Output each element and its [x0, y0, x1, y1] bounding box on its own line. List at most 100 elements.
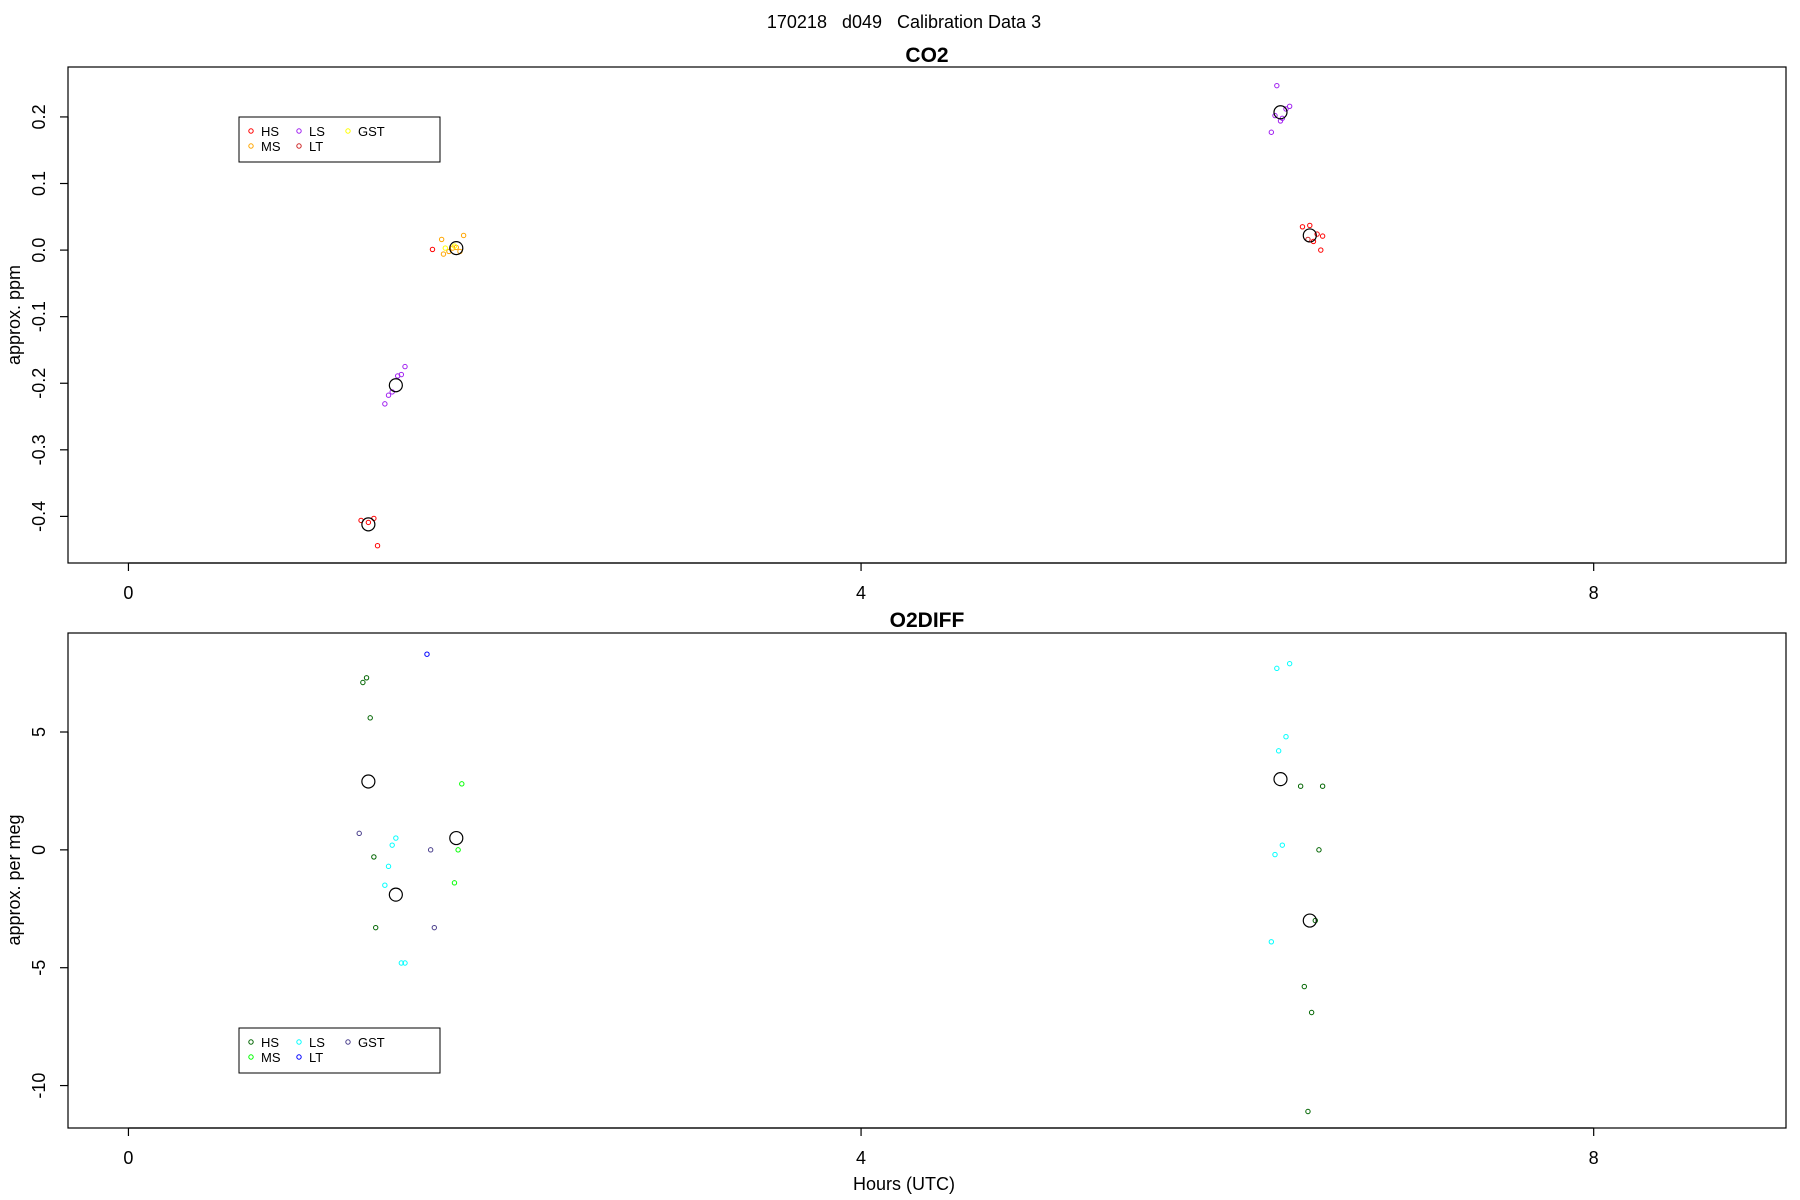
- panel-o2diff-y-tick-label: -10: [29, 1073, 49, 1099]
- panel-co2-y-tick-label: -0.4: [29, 501, 49, 532]
- panel-co2-point-hs: [374, 542, 381, 549]
- panel-co2-legend-marker: [296, 143, 302, 149]
- panel-o2diff-legend-marker: [248, 1039, 254, 1045]
- panel-co2-point-hs: [1307, 222, 1313, 229]
- panel-o2diff-points: [356, 651, 1326, 1115]
- panel-co2-point-ls: [402, 363, 408, 370]
- panel-o2diff-point-ms: [459, 781, 465, 787]
- panel-o2diff-legend-marker: [296, 1039, 302, 1045]
- panel-co2-point-gst: [442, 245, 449, 251]
- panel-co2-x-tick-label: 4: [856, 583, 866, 603]
- panel-co2-point-ls: [1274, 82, 1280, 89]
- panel-o2diff-legend-marker: [248, 1054, 254, 1060]
- panel-co2-legend-box: [238, 116, 441, 163]
- panel-o2diff-point-hs: [1308, 1009, 1315, 1016]
- panel-o2diff-point-ls: [382, 882, 388, 888]
- panel-o2diff-point-ls: [1279, 842, 1286, 848]
- panel-o2diff-point-hs: [1319, 783, 1326, 789]
- panel-o2diff-point-hs: [1305, 1108, 1311, 1115]
- panel-co2-ylabel: approx. ppm: [4, 265, 24, 365]
- panel-co2-point-hs: [365, 519, 372, 526]
- panel-co2-point-ls: [385, 392, 392, 398]
- panel-o2diff-point-hs: [360, 679, 366, 686]
- panel-co2-legend-label: GST: [358, 124, 385, 139]
- panel-o2diff-point-ls: [398, 960, 405, 966]
- panel-co2-point-ms: [460, 232, 467, 239]
- panel-o2diff-mean-point: [1302, 913, 1317, 928]
- panel-o2diff-x-axis: 0 4 8: [123, 1127, 1599, 1168]
- panel-o2diff-point-ms: [451, 880, 458, 886]
- panel-o2diff-y-tick-label: -5: [29, 960, 49, 976]
- panel-o2diff-point-ls: [1274, 665, 1280, 672]
- panel-co2-legend-marker: [248, 128, 254, 134]
- panel-co2-mean-point: [388, 378, 403, 393]
- panel-co2-legend-marker: [296, 128, 302, 134]
- panel-o2diff-xlabel: Hours (UTC): [853, 1174, 955, 1194]
- panel-co2-y-tick-label: 0.2: [29, 104, 49, 129]
- panel-co2-y-tick-label: -0.3: [29, 434, 49, 465]
- panel-co2-legend-marker: [345, 128, 351, 134]
- panel-co2-points: [358, 82, 1326, 549]
- panel-co2-y-tick-label: 0.1: [29, 171, 49, 196]
- panel-co2-mean-point: [1273, 105, 1288, 120]
- panel-o2diff-legend-marker: [345, 1039, 351, 1045]
- panel-co2-mean-point: [449, 240, 464, 256]
- panel-o2diff-legend-label: LS: [309, 1035, 325, 1050]
- panel-co2: CO2 0 4 8 -0.4 -0.3 -0.2 -0.1 0.0 0.1 0.2 approx…: [4, 44, 1787, 603]
- panel-o2diff-y-tick-label: 0: [29, 845, 49, 855]
- panel-o2diff-legend-marker: [296, 1054, 302, 1060]
- panel-co2-point-ls: [382, 401, 388, 407]
- panel-o2diff-legend-label: GST: [358, 1035, 385, 1050]
- panel-o2diff-point-ls: [1272, 851, 1278, 858]
- panel-o2diff-mean-point: [361, 774, 376, 789]
- panel-o2diff-point-hs: [1301, 983, 1308, 990]
- panel-o2diff-title: O2DIFF: [890, 609, 965, 632]
- panel-co2-legend-label: LS: [309, 124, 325, 139]
- panel-o2diff-x-tick-label: 4: [856, 1148, 866, 1168]
- panel-o2diff-point-gst: [356, 830, 362, 837]
- panel-o2diff-point-ls: [402, 960, 408, 966]
- panel-co2-point-hs: [1319, 233, 1326, 239]
- panel-co2-legend-label: LT: [309, 139, 323, 154]
- panel-o2diff-point-ls: [385, 863, 392, 870]
- panel-o2diff-point-ls: [1283, 734, 1289, 740]
- panel-o2diff-legend-box: [238, 1027, 441, 1074]
- panel-co2-legend-label: HS: [261, 124, 279, 139]
- panel-co2-point-ls: [1268, 129, 1275, 135]
- panel-o2diff-ylabel: approx. per meg: [4, 814, 24, 945]
- panel-o2diff-point-hs: [1316, 847, 1322, 853]
- panel-co2-y-tick-label: -0.2: [29, 368, 49, 399]
- panel-co2-point-hs: [429, 246, 436, 253]
- panel-co2-point-ms: [438, 236, 445, 243]
- panel-co2-point-ls: [1283, 106, 1289, 112]
- panel-o2diff-point-gst: [427, 847, 434, 853]
- panel-o2diff-x-tick-label: 8: [1589, 1148, 1599, 1168]
- figure-title: 170218 d049 Calibration Data 3: [767, 12, 1041, 32]
- panel-o2diff-point-ls: [393, 835, 399, 841]
- panel-o2diff-point-ls: [389, 842, 395, 848]
- panel-co2-y-tick-label: -0.1: [29, 301, 49, 332]
- panel-o2diff-y-axis: -10 -5 0 5: [29, 727, 69, 1099]
- panel-o2diff-point-gst: [431, 924, 438, 931]
- panel-co2-legend-label: MS: [261, 139, 281, 154]
- panel-o2diff-legend-label: HS: [261, 1035, 279, 1050]
- panel-o2diff-point-hs: [363, 675, 370, 681]
- panel-o2diff-mean-point: [449, 830, 464, 846]
- panel-o2diff-point-ls: [1286, 660, 1293, 667]
- panel-co2-point-gst: [451, 243, 458, 249]
- panel-o2diff-point-hs: [367, 715, 373, 721]
- panel-co2-point-ls: [1286, 103, 1293, 109]
- panel-co2-legend-marker: [248, 143, 254, 149]
- panel-co2-x-tick-label: 8: [1589, 583, 1599, 603]
- panel-co2-point-hs: [1299, 224, 1306, 230]
- panel-o2diff-mean-point: [388, 887, 403, 902]
- panel-co2-point-ms: [440, 251, 447, 257]
- panel-o2diff-legend-label: LT: [309, 1050, 323, 1065]
- panel-o2diff-point-hs: [371, 854, 377, 860]
- panel-co2-x-tick-label: 0: [123, 583, 133, 603]
- panel-co2-point-hs: [1314, 231, 1320, 237]
- panel-co2-title: CO2: [905, 44, 948, 67]
